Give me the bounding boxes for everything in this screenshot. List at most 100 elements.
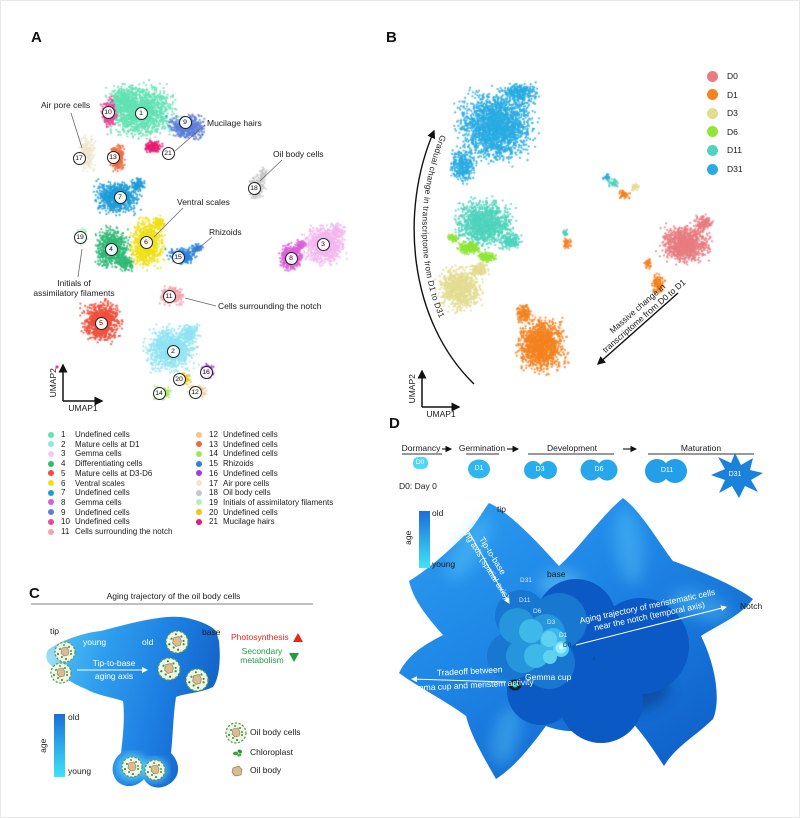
legend-label: D3 (727, 108, 738, 119)
legend-label: D31 (727, 164, 743, 174)
cluster-badge-5: 5 (94, 316, 108, 330)
day-zero-note: D0: Day 0 (399, 481, 437, 491)
age-colorbar-d (419, 511, 430, 568)
legend-oil-body: Oil body (250, 765, 282, 775)
oil-body-cell-icon (50, 662, 72, 684)
legend-label: Air pore cells (223, 478, 270, 488)
legend-dot-icon (48, 489, 54, 496)
oil-body-cell-icon (165, 630, 189, 654)
legend-label: Rhizoids (223, 459, 254, 469)
legend-label: Initials of assimilatory filaments (223, 497, 334, 507)
cluster-badge-10: 10 (101, 105, 115, 119)
legend-number: 19 (209, 497, 218, 507)
cluster-badge-20: 20 (172, 372, 186, 386)
callout-line (153, 207, 184, 238)
day-legend-item-D6: D6 (707, 126, 738, 138)
stage-shape-d1: D1 (474, 465, 484, 472)
panel-b-letter: B (386, 29, 397, 46)
umap1-axis-label-a: UMAP1 (68, 403, 98, 413)
legend-dot-icon (196, 470, 202, 477)
callout-lines (70, 112, 283, 307)
panel-c-title: Aging trajectory of the oil body cells (106, 591, 241, 601)
legend-number: 21 (209, 517, 218, 527)
metabolism-label: metabolism (240, 655, 284, 665)
umap1-axis-label-b: UMAP1 (426, 409, 456, 419)
legend-dot-icon (196, 518, 202, 525)
cluster-badge-18: 18 (247, 181, 261, 195)
age-colorbar-c (54, 714, 65, 777)
cluster-legend-item-2: 2 Mature cells at D1 (48, 440, 139, 449)
young-label-c: young (83, 637, 107, 647)
callout-label: Air pore cells (41, 100, 91, 110)
legend-dot-icon (707, 89, 718, 101)
colorbar-old-label-d: old (432, 508, 444, 518)
cluster-badge-19: 19 (73, 230, 87, 244)
spatial-axis-arrow (464, 524, 510, 604)
legend-label: Undefined cells (75, 517, 130, 527)
callout-line (193, 236, 213, 253)
umap-b-axes (417, 369, 461, 412)
cluster-badge-21: 21 (161, 146, 175, 160)
day-legend-item-D11: D11 (707, 144, 742, 156)
aging-axis-label: aging axis (94, 671, 134, 681)
colorbar-old-label-c: old (68, 712, 80, 722)
panel-c-letter: C (29, 585, 40, 602)
legend-label: Undefined cells (75, 507, 130, 517)
cluster-legend-item-8: 8 Gemma cells (48, 498, 122, 507)
legend-dot-icon (707, 70, 718, 82)
legend-label: Gemma cells (75, 497, 122, 507)
callout-label: Initials of assimilatory filaments (33, 278, 115, 298)
oil-body-cell-icon (121, 756, 143, 778)
legend-number: 4 (61, 459, 66, 469)
legend-number: 10 (61, 517, 70, 527)
legend-number: 13 (209, 439, 218, 449)
cluster-badge-11: 11 (162, 289, 176, 303)
legend-label: Undefined cells (223, 507, 278, 517)
cluster-legend-item-10: 10 Undefined cells (48, 517, 130, 526)
legend-number: 9 (61, 507, 66, 517)
day-legend-item-D0: D0 (707, 70, 738, 82)
legend-dot-icon (707, 126, 718, 138)
callout-line (70, 112, 83, 149)
stage-development: Development (546, 443, 598, 453)
legend-dot-icon (196, 509, 202, 516)
rosette-label-d31: D31 (520, 577, 532, 584)
cluster-legend-item-16: 16 Undefined cells (196, 469, 278, 478)
umap-b-scatter (396, 41, 726, 416)
chloroplast-icon (233, 748, 243, 758)
rosette-label-d3: D3 (547, 619, 556, 626)
legend-number: 11 (61, 527, 70, 536)
legend-label: Oil body cells (223, 488, 271, 498)
cluster-badge-4: 4 (104, 242, 118, 256)
cluster-badge-12: 12 (188, 385, 202, 399)
tip-label-d: tip (497, 504, 506, 514)
cluster-badge-15: 15 (171, 250, 185, 264)
cluster-legend-item-19: 19 Initials of assimilatory filaments (196, 498, 333, 507)
legend-label: Differentiating cells (75, 459, 143, 469)
legend-label: D6 (727, 126, 738, 137)
colorbar-young-label-c: young (68, 766, 92, 776)
massive-change-arrow (596, 292, 679, 365)
cluster-legend-item-20: 20 Undefined cells (196, 508, 278, 517)
colorbar-young-label-d: young (432, 559, 456, 569)
callout-label: Oil body cells (273, 149, 324, 159)
umap-a-axes (58, 363, 104, 406)
cluster-badge-1: 1 (134, 106, 148, 120)
rosette-label-d11: D11 (519, 597, 531, 604)
legend-label: D1 (727, 89, 738, 100)
cluster-badge-14: 14 (152, 386, 166, 400)
legend-dot-icon (196, 489, 202, 496)
base-label-d: base (547, 569, 566, 579)
legend-dot-icon (707, 107, 718, 119)
umap-a-scatter (31, 36, 391, 421)
legend-chloroplast: Chloroplast (250, 747, 293, 757)
stray-point (55, 365, 59, 369)
oil-body-cell-icon (144, 759, 166, 781)
legend-number: 20 (209, 507, 218, 517)
oil-body-icon (231, 765, 243, 777)
legend-dot-icon (48, 441, 54, 448)
rosette-label-d6: D6 (533, 608, 542, 615)
legend-dot-icon (196, 431, 202, 438)
